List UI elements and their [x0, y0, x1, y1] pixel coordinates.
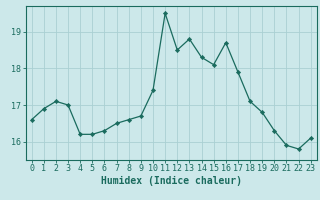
- X-axis label: Humidex (Indice chaleur): Humidex (Indice chaleur): [101, 176, 242, 186]
